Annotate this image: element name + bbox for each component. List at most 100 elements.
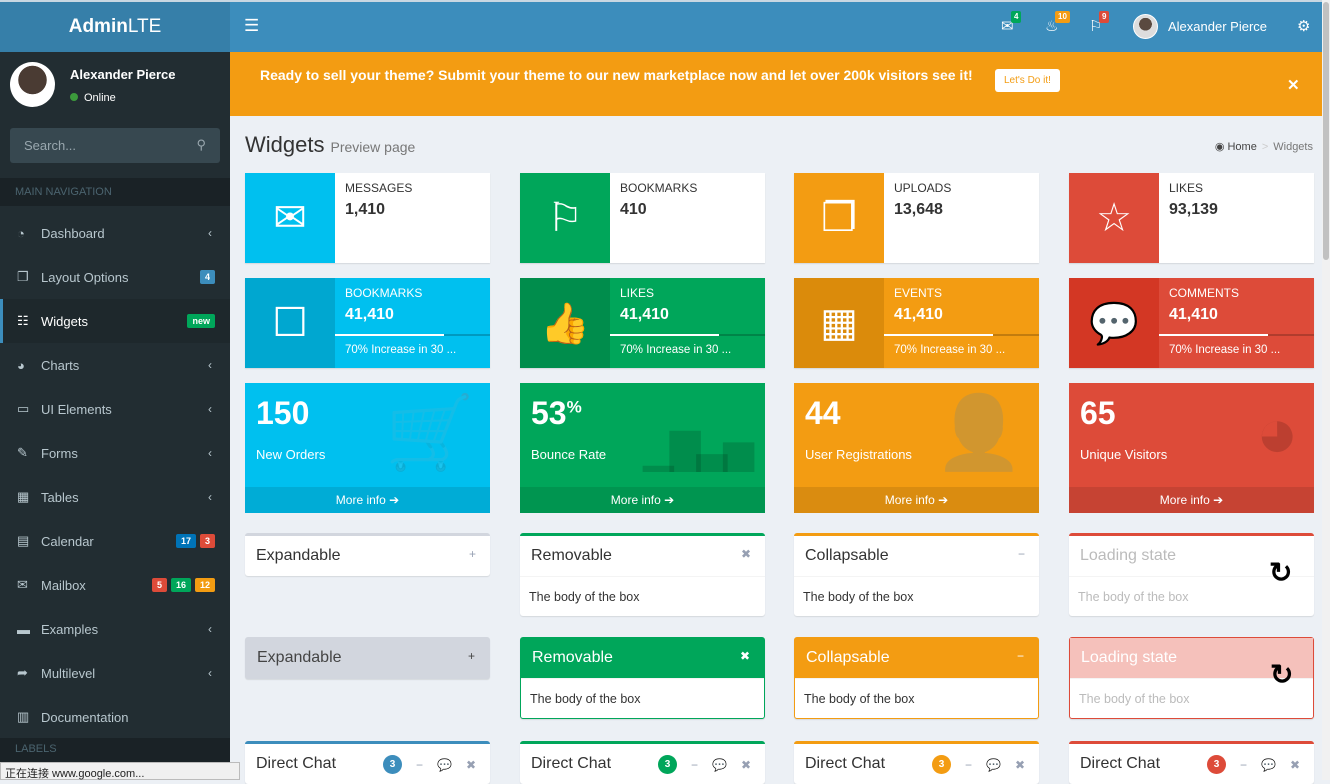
more-info-link[interactable]: More info ➔: [520, 487, 765, 513]
small-box-label: New Orders: [256, 447, 326, 462]
info-box: ⚐ BOOKMARKS 410: [520, 173, 765, 263]
progress-description: 70% Increase in 30 ...: [894, 344, 1006, 356]
times-icon[interactable]: ✖: [465, 757, 476, 772]
info-box-number: 1,410: [345, 201, 386, 218]
box-header: Direct Chat 3− 💬 ✖: [245, 744, 490, 784]
small-box-value: 65: [1080, 395, 1116, 432]
times-icon[interactable]: ✖: [1014, 757, 1025, 772]
box-title: Expandable: [257, 649, 342, 666]
box-collapsable: Collapsable − The body of the box: [794, 637, 1039, 719]
window-top-border: [0, 0, 1330, 2]
progress-info-box: ☐ BOOKMARKS 41,410 70% Increase in 30 ...: [245, 278, 490, 368]
box-header: Direct Chat 3− 💬 ✖: [1069, 744, 1314, 784]
comments-icon[interactable]: 💬: [1260, 757, 1276, 772]
info-box-number: 13,648: [894, 201, 943, 218]
sidebar-item-dashboard[interactable]: ◔ Dashboard ‹: [0, 211, 230, 255]
times-icon[interactable]: ✖: [740, 547, 751, 561]
online-dot-icon: [70, 93, 78, 101]
plus-icon[interactable]: +: [467, 649, 475, 663]
gears-icon[interactable]: ⚙: [1297, 18, 1311, 35]
times-icon[interactable]: ✖: [1289, 757, 1300, 772]
sidebar-item-widgets[interactable]: ☷ Widgets new: [0, 299, 230, 343]
box-expandable: Expandable +: [245, 533, 490, 576]
plus-icon[interactable]: +: [468, 547, 476, 561]
info-box: ✉ MESSAGES 1,410: [245, 173, 490, 263]
notifications-badge: 10: [1055, 11, 1070, 23]
box-tools: +: [468, 649, 475, 663]
envelope-icon: ✉: [245, 173, 335, 263]
times-icon[interactable]: ✖: [739, 649, 750, 663]
breadcrumb-home[interactable]: Home: [1227, 141, 1257, 153]
search-input[interactable]: [10, 128, 180, 163]
sidebar-item-forms[interactable]: ✎ Forms ‹: [0, 431, 230, 475]
sidebar-item-charts[interactable]: ◕ Charts ‹: [0, 343, 230, 387]
minus-icon[interactable]: −: [964, 757, 972, 772]
widgets-icon: ☷: [17, 313, 29, 328]
info-box-label: LIKES: [620, 286, 655, 300]
box-title: Collapsable: [805, 547, 889, 564]
notifications-menu[interactable]: ♨ 10: [1045, 11, 1070, 35]
user-menu[interactable]: Alexander Pierce: [1133, 14, 1267, 39]
tasks-menu[interactable]: ⚐ 9: [1089, 11, 1110, 35]
progress-fill: [884, 334, 993, 336]
box-title: Removable: [532, 649, 613, 666]
more-info-link[interactable]: More info ➔: [1069, 487, 1314, 513]
sidebar-item-layout-options[interactable]: ❐ Layout Options 4: [0, 255, 230, 299]
badge-group: new: [187, 314, 215, 328]
lets-do-it-button[interactable]: Let's Do it!: [995, 69, 1060, 92]
scrollbar-thumb[interactable]: [1323, 2, 1329, 260]
sidebar-item-multilevel[interactable]: ➦ Multilevel ‹: [0, 651, 230, 695]
sidebar-toggle-icon[interactable]: ☰: [244, 16, 260, 35]
progress-info-box: 👍 LIKES 41,410 70% Increase in 30 ...: [520, 278, 765, 368]
bar-chart-icon: ▁▇▃▅: [642, 427, 754, 471]
count-badge: 5: [151, 578, 167, 592]
logo[interactable]: AdminLTE: [0, 2, 230, 52]
sidebar-item-mailbox[interactable]: ✉ Mailbox 5 16 12: [0, 563, 230, 607]
page-title-text: Widgets: [245, 132, 325, 157]
progress-description: 70% Increase in 30 ...: [1169, 344, 1281, 356]
messages-menu[interactable]: ✉ 4: [1001, 11, 1022, 35]
sidebar-item-tables[interactable]: ▦ Tables ‹: [0, 475, 230, 519]
star-icon: ☆: [1069, 173, 1159, 263]
small-box: 150 New Orders 🛒 More info ➔: [245, 383, 490, 513]
minus-icon[interactable]: −: [690, 757, 698, 772]
box-title: Direct Chat: [256, 755, 337, 772]
minus-icon[interactable]: −: [415, 757, 423, 772]
comments-icon[interactable]: 💬: [436, 757, 452, 772]
minus-icon[interactable]: −: [1016, 649, 1024, 663]
new-messages-badge: 3: [1206, 755, 1226, 774]
times-icon[interactable]: ✖: [740, 757, 751, 772]
comments-icon[interactable]: 💬: [985, 757, 1001, 772]
sidebar-item-label: Multilevel: [41, 665, 96, 681]
comments-icon[interactable]: 💬: [711, 757, 727, 772]
small-box-label: Unique Visitors: [1080, 447, 1168, 462]
box-title: Direct Chat: [531, 755, 612, 772]
box-title: Direct Chat: [1080, 755, 1161, 772]
search-icon[interactable]: ⚲: [196, 137, 206, 152]
sidebar-item-ui-elements[interactable]: ▭ UI Elements ‹: [0, 387, 230, 431]
minus-icon[interactable]: −: [1017, 547, 1025, 561]
badge-group: 4: [199, 270, 215, 284]
more-info-link[interactable]: More info ➔: [794, 487, 1039, 513]
box-title: Removable: [531, 547, 612, 564]
bookmark-icon: ☐: [245, 278, 335, 368]
badge-group: 5 16 12: [151, 578, 215, 592]
info-box-label: UPLOADS: [894, 181, 952, 195]
box-tools: 3− 💬 ✖: [657, 755, 751, 774]
more-info-link[interactable]: More info ➔: [245, 487, 490, 513]
sidebar-item-label: Dashboard: [41, 225, 105, 241]
value: 150: [256, 395, 310, 431]
layout-options-icon: ❐: [17, 269, 29, 284]
tasks-badge: 9: [1099, 11, 1110, 23]
close-icon[interactable]: ✕: [1287, 77, 1300, 94]
sidebar-item-examples[interactable]: ▬ Examples ‹: [0, 607, 230, 651]
user-panel: Alexander Pierce Online: [10, 62, 176, 107]
minus-icon[interactable]: −: [1239, 757, 1247, 772]
scrollbar[interactable]: [1322, 0, 1330, 780]
sidebar-item-label: Mailbox: [41, 577, 86, 593]
sidebar-item-calendar[interactable]: ▤ Calendar 17 3: [0, 519, 230, 563]
info-box-label: MESSAGES: [345, 181, 413, 195]
progress-description: 70% Increase in 30 ...: [345, 344, 457, 356]
sidebar-item-documentation[interactable]: ▥ Documentation: [0, 695, 230, 739]
user-status: Online: [70, 92, 116, 104]
